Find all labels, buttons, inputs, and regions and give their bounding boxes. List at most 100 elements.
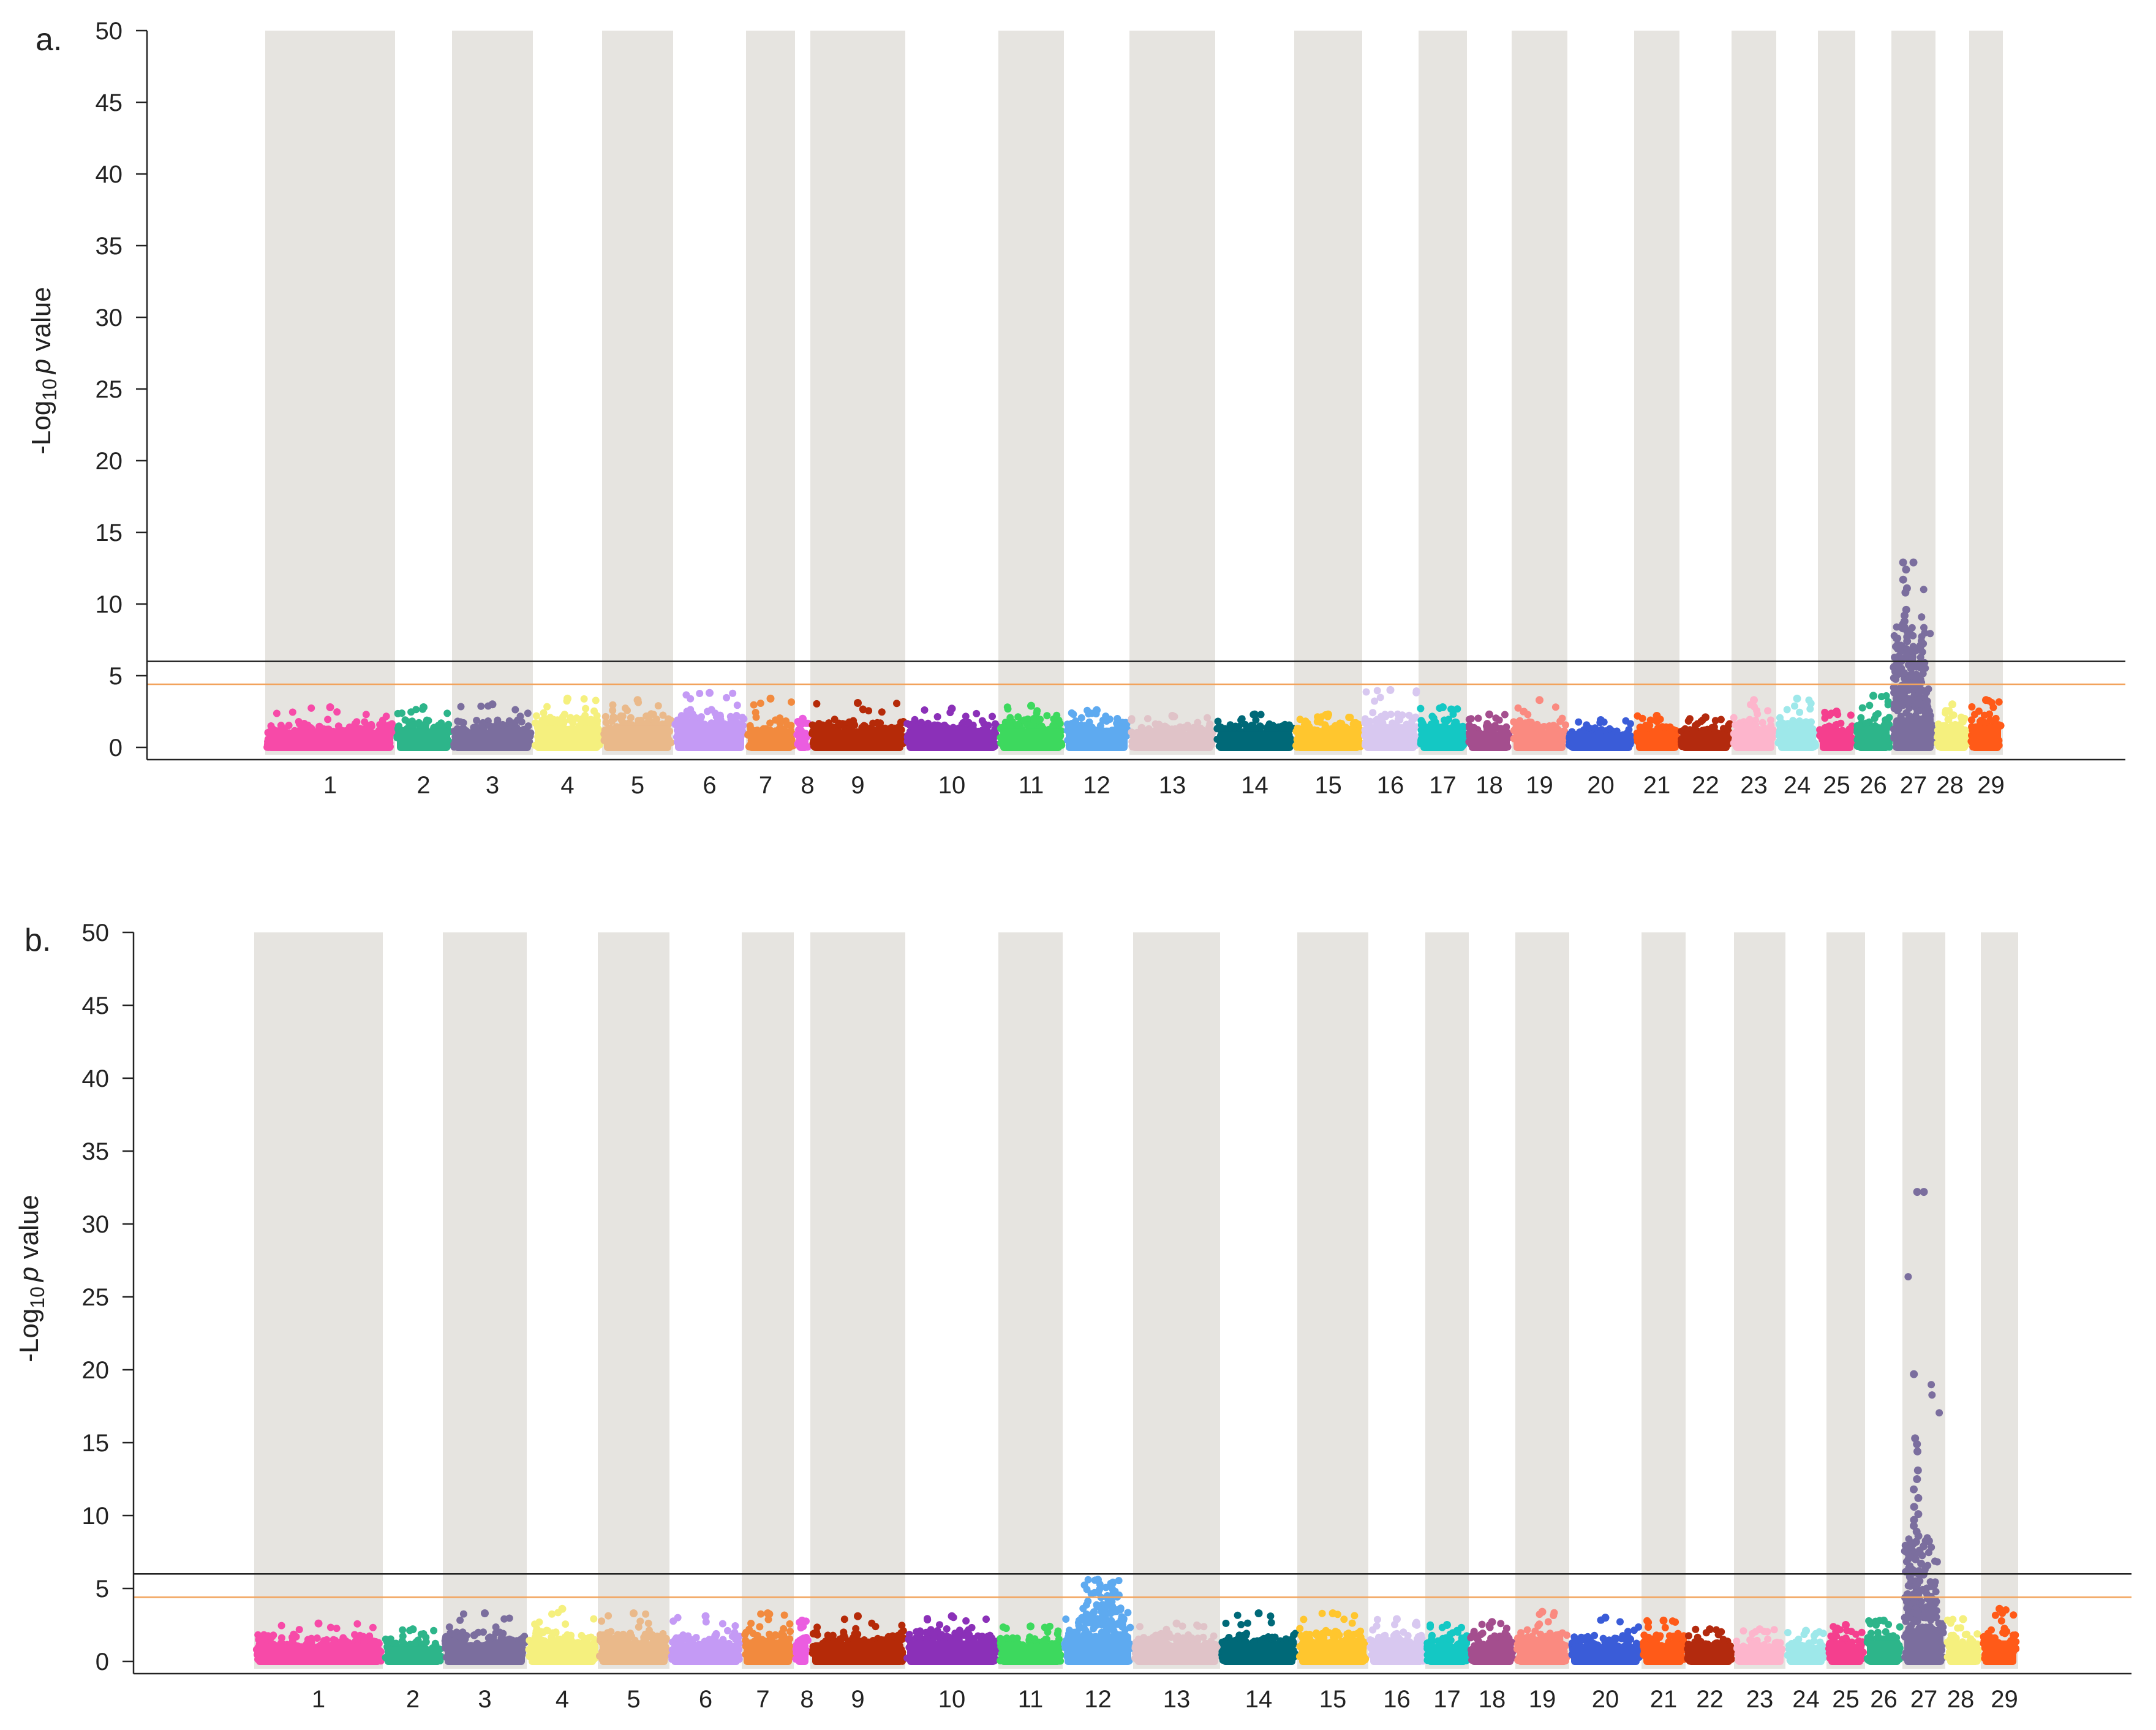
x-tick-label-chr-4: 4	[560, 772, 574, 799]
snp-point	[1352, 719, 1360, 727]
snp-point	[1968, 703, 1976, 711]
snp-point	[1903, 651, 1911, 659]
points-chr-16	[1361, 686, 1420, 751]
snp-point	[1591, 724, 1599, 732]
snp-point	[549, 716, 557, 723]
snp-point	[1524, 711, 1532, 719]
snp-point	[643, 720, 651, 728]
x-tick-label-chr-8: 8	[801, 772, 814, 799]
snp-point	[933, 713, 941, 720]
stripe-chr-23	[1734, 932, 1785, 1669]
x-tick-label-chr-21: 21	[1643, 772, 1671, 799]
y-tick-label: 5	[109, 663, 123, 690]
stripe-chr-17	[1419, 31, 1467, 755]
snp-top-point-chr-2	[420, 703, 428, 711]
snp-point	[1736, 719, 1744, 727]
points-chr-25	[1816, 708, 1856, 751]
y-tick-label: 0	[109, 735, 123, 761]
peak-snp-point	[1902, 565, 1910, 574]
panel-label: a.	[36, 22, 62, 58]
stripe-chr-11	[998, 31, 1064, 755]
snp-point	[415, 719, 423, 727]
snp-point	[973, 709, 981, 717]
points-chr-2	[393, 703, 454, 751]
snp-point	[756, 700, 764, 707]
snp-point	[1866, 701, 1874, 709]
snp-point	[1754, 710, 1762, 718]
snp-point	[1341, 723, 1349, 731]
y-axis-label-prefix: -Log	[26, 401, 56, 455]
snp-point	[1265, 720, 1273, 728]
snp-point	[1909, 632, 1917, 640]
snp-point	[1708, 723, 1716, 731]
snp-band-chr-12	[1066, 727, 1128, 751]
snp-point	[273, 709, 281, 717]
snp-point	[893, 700, 900, 708]
snp-point	[602, 719, 610, 727]
snp-point	[1783, 706, 1791, 714]
snp-point	[1006, 721, 1014, 729]
snp-point	[1545, 722, 1553, 730]
snp-point	[434, 722, 442, 730]
snp-point	[788, 698, 795, 706]
snp-point	[1776, 714, 1784, 722]
snp-top-point-chr-6	[706, 689, 714, 697]
snp-point	[1014, 713, 1022, 721]
snp-point	[361, 718, 369, 726]
y-tick-label: 50	[96, 18, 123, 45]
snp-point	[1730, 714, 1738, 722]
snp-top-point-chr-3	[488, 700, 497, 709]
snp-top-point-chr-1	[326, 703, 334, 711]
snp-top-point-chr-25	[1833, 708, 1841, 716]
snp-point	[288, 708, 296, 716]
snp-point	[707, 706, 715, 714]
stripe-chr-5	[598, 932, 669, 1669]
snp-point	[1847, 711, 1855, 719]
snp-point	[353, 718, 361, 726]
x-tick-label-chr-17: 17	[1429, 772, 1457, 799]
snp-band-chr-1	[267, 730, 393, 751]
y-tick-label: 35	[96, 233, 123, 260]
snp-top-point-chr-14	[1251, 710, 1259, 719]
snp-point	[1874, 710, 1882, 718]
snp-point	[609, 706, 617, 714]
snp-point	[1069, 711, 1077, 718]
snp-top-point-chr-10	[948, 704, 956, 713]
snp-point	[783, 720, 791, 728]
points-chr-18	[1465, 710, 1513, 751]
snp-point	[590, 707, 598, 715]
snp-point	[766, 719, 774, 727]
snp-band-chr-19	[1513, 730, 1566, 751]
snp-top-point-chr-16	[1386, 686, 1395, 694]
x-tick-label-chr-13: 13	[1159, 772, 1186, 799]
snp-point	[1237, 716, 1245, 724]
snp-band-chr-24	[1778, 727, 1816, 751]
snp-point	[1204, 714, 1212, 722]
snp-point	[592, 697, 600, 704]
peak-snp-point	[1901, 588, 1910, 597]
stripe-chr-9	[810, 31, 905, 755]
snp-point	[1764, 707, 1772, 715]
snp-point	[1373, 687, 1381, 695]
snp-band-chr-9	[812, 729, 903, 751]
x-tick-label-chr-12: 12	[1083, 772, 1110, 799]
snp-point	[457, 703, 465, 711]
snp-band-chr-16	[1364, 724, 1417, 751]
snp-top-point-chr-8	[799, 714, 807, 723]
snp-point	[1053, 711, 1061, 719]
snp-top-point-chr-22	[1702, 713, 1709, 722]
snp-point	[531, 719, 539, 727]
points-chr-4	[531, 694, 604, 751]
snp-point	[921, 706, 929, 714]
points-chr-8	[793, 714, 812, 751]
snp-point	[1035, 717, 1042, 725]
snp-point	[401, 716, 409, 724]
snp-point	[362, 711, 370, 719]
snp-point	[511, 706, 519, 714]
snp-band-chr-21	[1636, 731, 1678, 751]
snp-point	[611, 714, 619, 722]
snp-point	[685, 711, 693, 719]
snp-top-point-chr-11	[1027, 701, 1035, 710]
